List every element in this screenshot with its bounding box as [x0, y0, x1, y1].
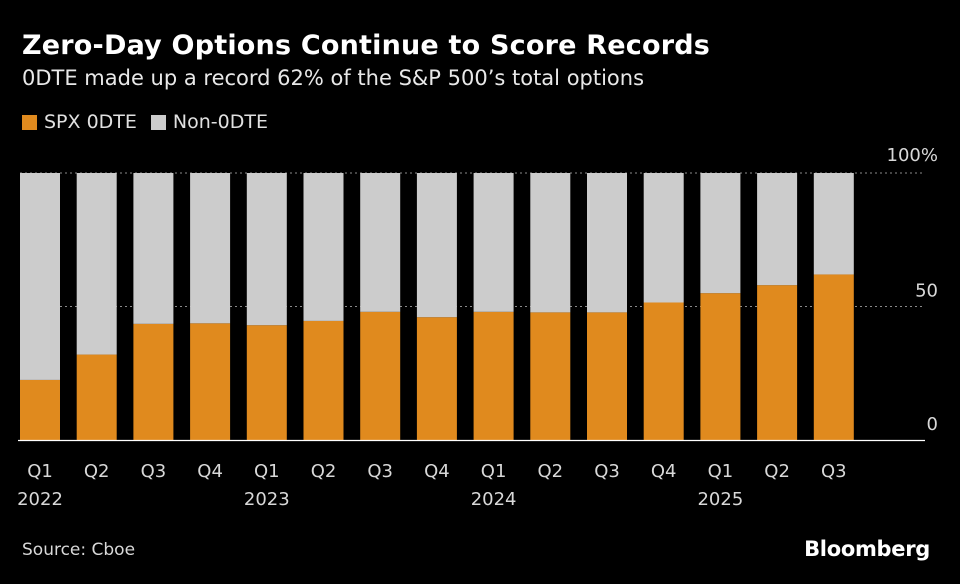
bar-non-0dte	[246, 173, 287, 326]
chart-title: Zero-Day Options Continue to Score Recor…	[22, 30, 711, 61]
bar-non-0dte	[473, 173, 514, 312]
y-tick-label: 0	[927, 414, 938, 435]
bar-non-0dte	[190, 173, 231, 324]
x-tick-label: Q3	[821, 461, 847, 482]
x-year-label: 2024	[471, 489, 517, 510]
x-tick-label: Q4	[424, 461, 450, 482]
bar-spx-0dte	[416, 317, 457, 440]
legend: SPX 0DTE Non-0DTE	[22, 111, 282, 133]
legend-item-spx-0dte: SPX 0DTE	[22, 111, 137, 133]
y-tick-label: 100%	[887, 145, 938, 166]
bar-spx-0dte	[700, 293, 741, 440]
bar-non-0dte	[416, 173, 457, 318]
x-tick-label: Q1	[708, 461, 734, 482]
bar-non-0dte	[133, 173, 174, 324]
y-tick-label: 50	[915, 281, 938, 302]
x-tick-label: Q4	[197, 461, 223, 482]
bar-non-0dte	[20, 173, 60, 380]
x-tick-label: Q2	[311, 461, 337, 482]
bar-spx-0dte	[587, 312, 627, 440]
bar-non-0dte	[700, 173, 741, 294]
chart-subtitle: 0DTE made up a record 62% of the S&P 500…	[22, 66, 645, 90]
bar-spx-0dte	[246, 325, 287, 440]
legend-item-non-0dte: Non-0DTE	[150, 111, 268, 133]
x-tick-label: Q1	[481, 461, 507, 482]
bar-non-0dte	[587, 173, 627, 313]
bar-spx-0dte	[757, 285, 798, 440]
legend-swatch-spx-0dte	[22, 114, 37, 130]
bar-spx-0dte	[76, 354, 117, 440]
bar-non-0dte	[530, 173, 571, 313]
bar-non-0dte	[813, 173, 854, 275]
x-tick-label: Q2	[764, 461, 790, 482]
bar-spx-0dte	[813, 274, 854, 440]
bars	[20, 173, 854, 440]
legend-label-spx-0dte: SPX 0DTE	[44, 111, 137, 133]
bar-non-0dte	[643, 173, 684, 303]
x-year-label: 2025	[697, 489, 743, 510]
x-tick-label: Q1	[27, 461, 53, 482]
bar-spx-0dte	[360, 311, 401, 440]
x-tick-label: Q2	[537, 461, 563, 482]
x-tick-label: Q1	[254, 461, 280, 482]
x-year-label: 2022	[17, 489, 63, 510]
x-tick-label: Q2	[84, 461, 110, 482]
bar-non-0dte	[303, 173, 344, 321]
bar-spx-0dte	[643, 302, 684, 440]
x-tick-label: Q3	[594, 461, 620, 482]
bar-non-0dte	[757, 173, 798, 286]
bar-spx-0dte	[473, 311, 514, 440]
x-tick-label: Q3	[141, 461, 167, 482]
legend-swatch-non-0dte	[150, 114, 166, 130]
bar-spx-0dte	[303, 320, 344, 440]
x-year-label: 2023	[244, 489, 290, 510]
bloomberg-logo: Bloomberg	[804, 537, 930, 561]
x-tick-label: Q4	[651, 461, 677, 482]
bar-spx-0dte	[530, 312, 571, 440]
legend-label-non-0dte: Non-0DTE	[172, 111, 268, 133]
x-tick-label: Q3	[367, 461, 393, 482]
bar-non-0dte	[360, 173, 401, 312]
bar-spx-0dte	[20, 379, 60, 440]
bar-spx-0dte	[190, 323, 231, 440]
bar-spx-0dte	[133, 323, 174, 440]
bar-non-0dte	[76, 173, 117, 355]
source-note: Source: Cboe	[22, 540, 136, 560]
axes: 0 50 100% Q1 Q2 Q3 Q4 Q1 Q2 Q3 Q4 Q1 Q2 Q3 Q4 Q1 Q2 Q3 202…	[17, 145, 938, 510]
